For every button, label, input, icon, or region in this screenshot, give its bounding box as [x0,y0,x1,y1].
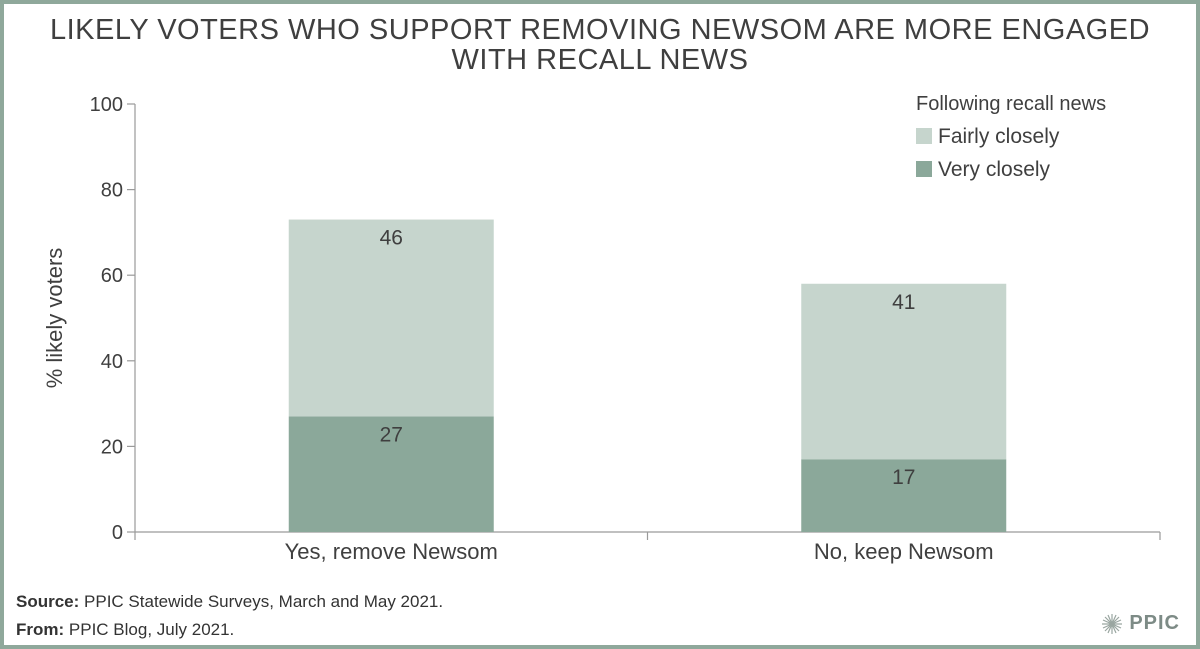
from-note: From: PPIC Blog, July 2021. [16,620,234,640]
x-category-label: Yes, remove Newsom [285,539,498,564]
title-line-2: WITH RECALL NEWS [451,44,749,76]
chart-title: LIKELY VOTERS WHO SUPPORT REMOVING NEWSO… [0,15,1200,75]
y-tick-label: 40 [101,351,123,373]
legend-swatch [916,161,932,177]
legend-title: Following recall news [916,93,1106,115]
from-label: From: [16,620,65,639]
data-label: 46 [380,227,403,250]
data-label: 41 [892,291,915,314]
data-label: 17 [892,466,915,489]
y-tick-label: 100 [90,94,123,116]
bar-fairly-closely [288,219,494,417]
bar-fairly-closely [801,283,1007,460]
legend-label: Fairly closely [938,125,1060,148]
source-label: Source: [16,592,80,611]
legend-label: Very closely [938,158,1051,181]
source-text: PPIC Statewide Surveys, March and May 20… [84,592,444,611]
y-tick-label: 0 [112,522,123,544]
y-tick-label: 80 [101,180,123,202]
title-line-1: LIKELY VOTERS WHO SUPPORT REMOVING NEWSO… [49,14,1151,46]
y-tick-label: 20 [101,436,123,458]
y-axis-label: % likely voters [42,248,67,389]
legend-swatch [916,128,932,144]
logo-text: PPIC [1129,612,1180,634]
data-label: 27 [380,423,403,446]
starburst-icon [1102,613,1123,634]
bar-very-closely [288,416,494,532]
from-text: PPIC Blog, July 2021. [68,620,235,639]
source-note: Source: PPIC Statewide Surveys, March an… [16,592,443,612]
ppic-logo: PPIC [1101,612,1180,635]
bar-very-closely [801,459,1007,532]
y-tick-label: 60 [101,265,123,287]
x-category-label: No, keep Newsom [814,539,994,564]
